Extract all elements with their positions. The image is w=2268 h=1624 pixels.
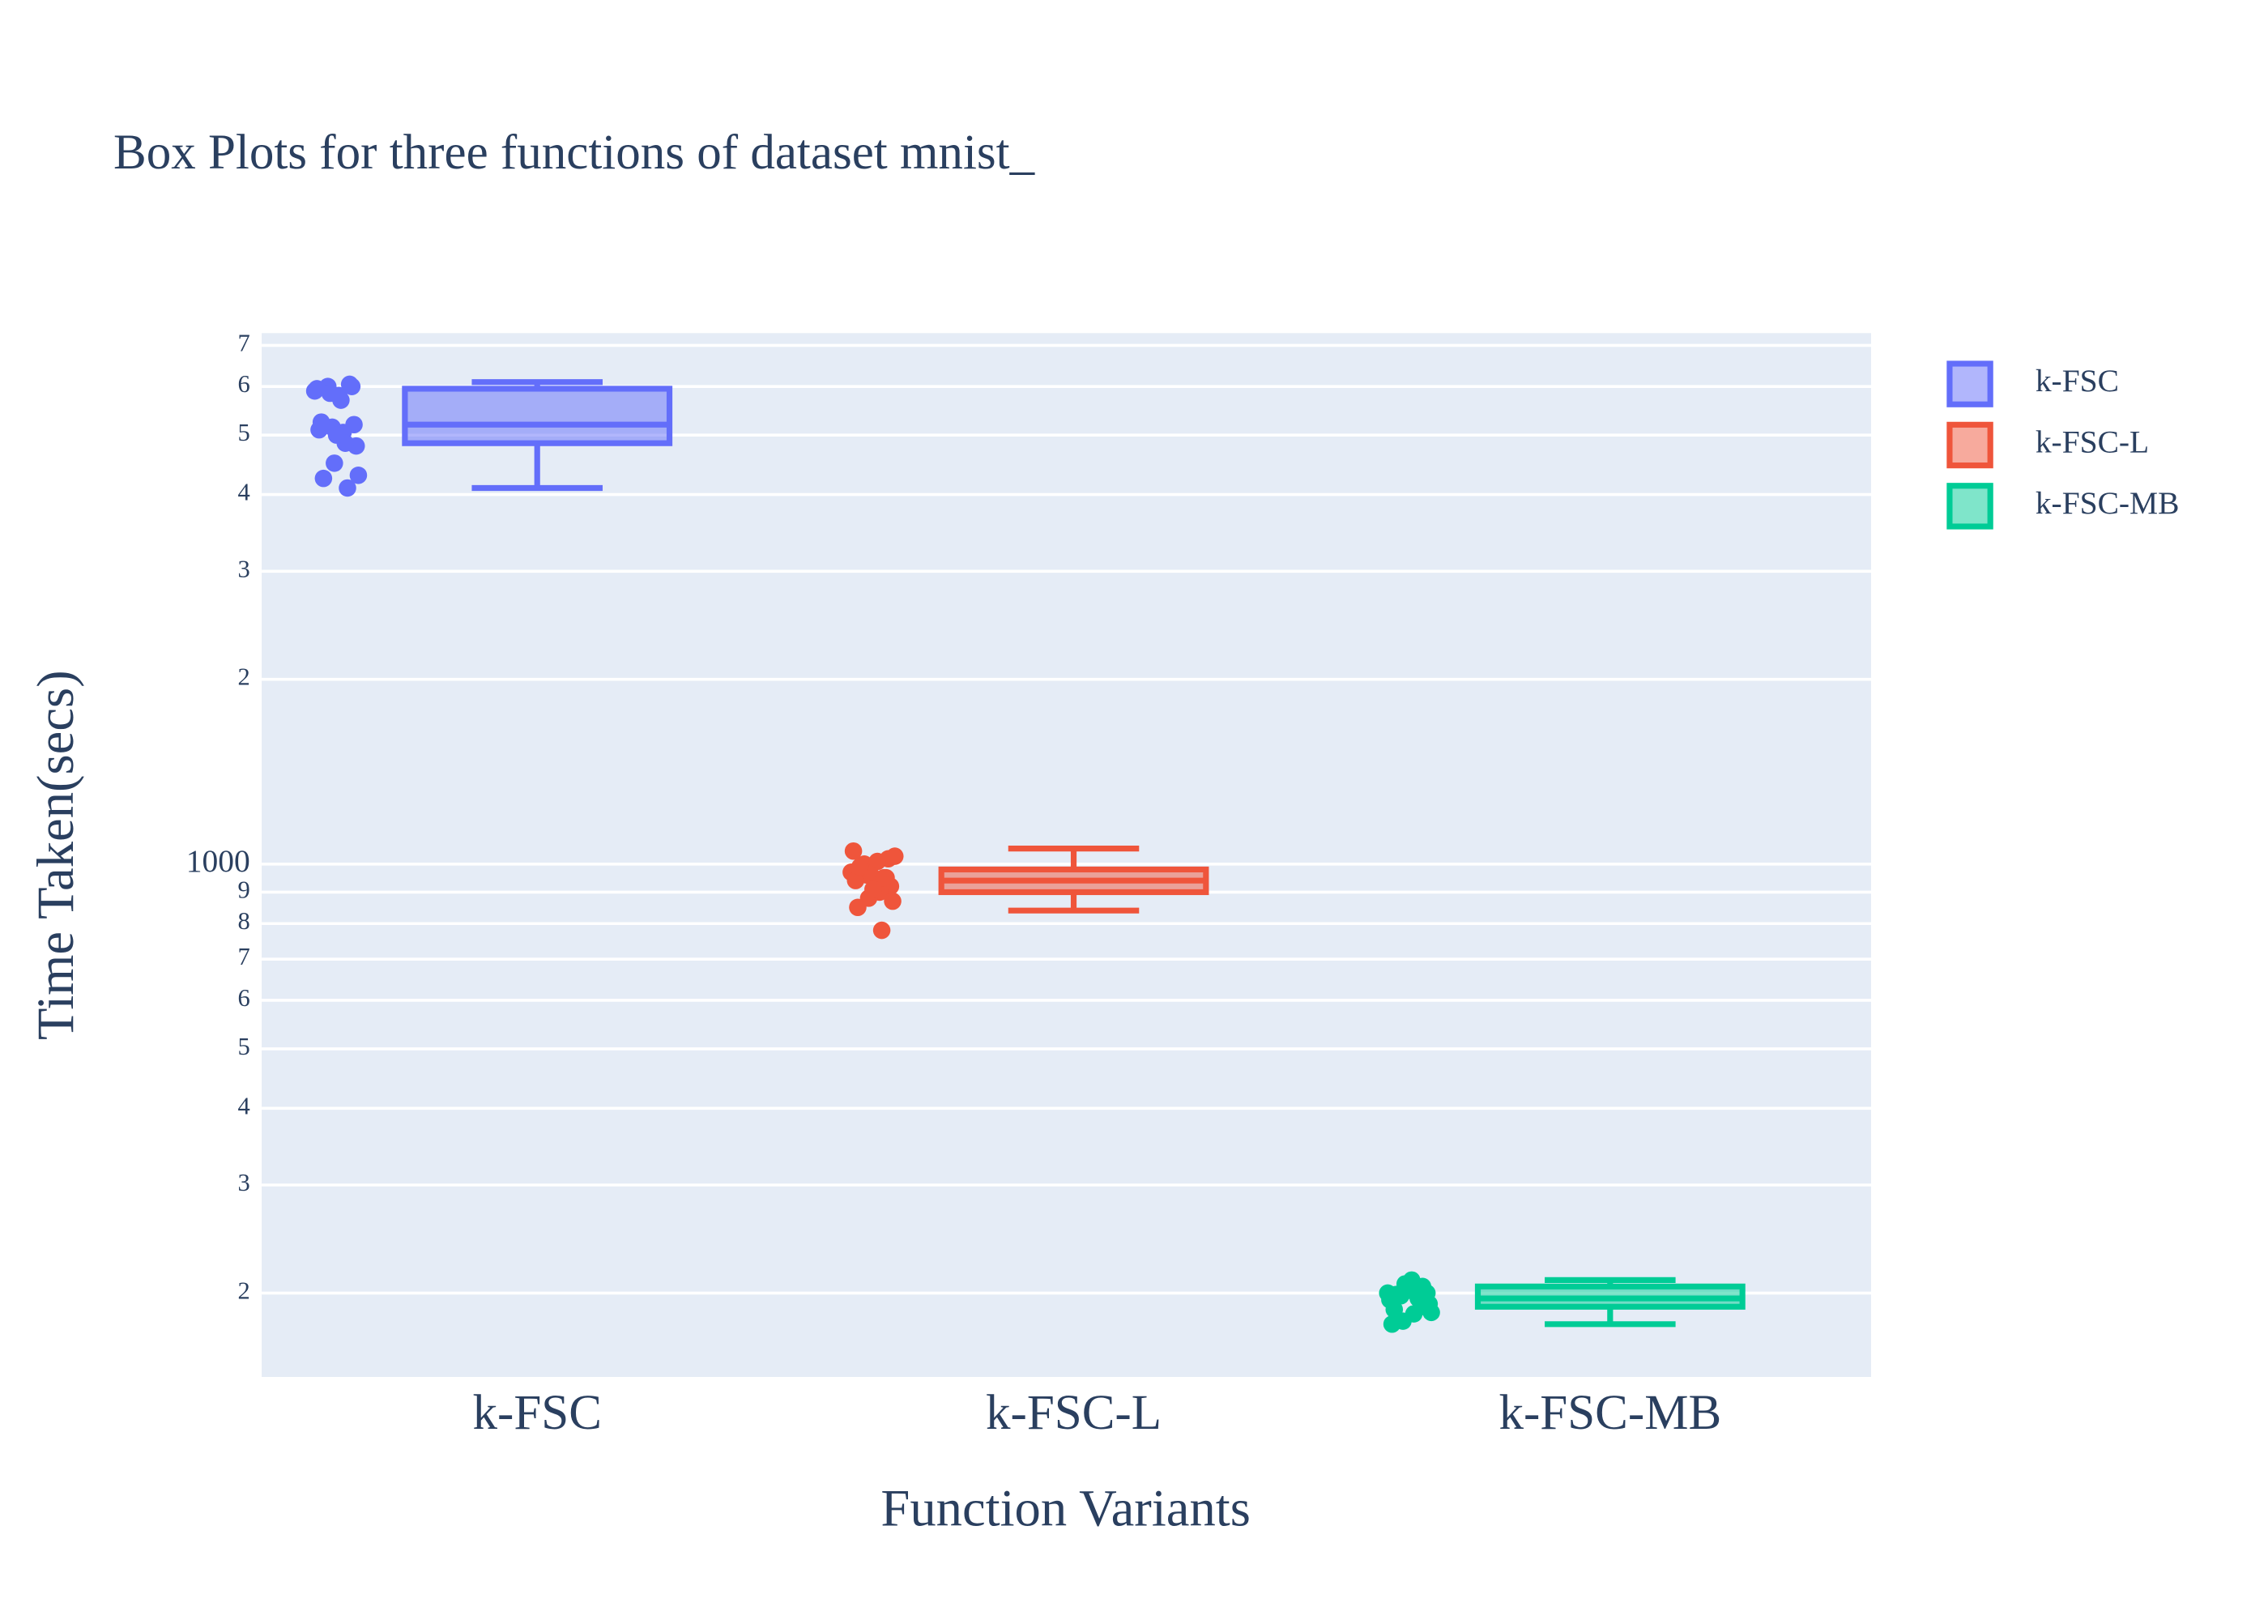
point [872, 921, 891, 940]
point [1383, 1315, 1401, 1333]
y-tick-label: 7 [237, 329, 249, 356]
point [885, 847, 904, 865]
point [844, 842, 863, 860]
legend-label: k-FSC-L [2036, 424, 2149, 460]
y-tick-label: 3 [237, 555, 249, 582]
point [1411, 1292, 1430, 1311]
y-tick-label: 9 [237, 876, 249, 903]
point [849, 898, 867, 917]
x-tick-label: k-FSC-MB [1498, 1386, 1721, 1440]
legend-label: k-FSC [2036, 363, 2119, 399]
y-axis-title: Time Taken(secs) [26, 670, 85, 1040]
legend-label: k-FSC-MB [2036, 485, 2180, 521]
point [1400, 1279, 1418, 1297]
point [349, 467, 368, 484]
y-tick-label: 3 [237, 1169, 249, 1196]
y-tick-label: 4 [237, 1092, 249, 1119]
y-tick-label: 2 [237, 663, 249, 691]
point [864, 880, 882, 898]
y-tick-label: 1000 [186, 843, 250, 879]
y-tick-label: 5 [237, 1033, 249, 1060]
point [326, 454, 343, 472]
point [875, 868, 893, 887]
legend-swatch [1946, 421, 1993, 469]
point [339, 479, 356, 497]
plot-area [262, 333, 1872, 1378]
point [308, 380, 326, 398]
point [868, 852, 886, 871]
y-tick-label: 2 [237, 1277, 249, 1304]
x-axis-title: Function Variants [880, 1479, 1250, 1537]
legend-swatch [1946, 483, 1993, 530]
y-tick-label: 4 [237, 479, 249, 506]
y-tick-label: 6 [237, 370, 249, 398]
y-tick-label: 7 [237, 943, 249, 970]
point [850, 858, 869, 876]
point [884, 892, 902, 910]
point [312, 413, 330, 431]
y-tick-label: 8 [237, 907, 249, 935]
x-tick-label: k-FSC [473, 1386, 602, 1440]
point [1422, 1303, 1440, 1322]
point [1385, 1301, 1404, 1319]
chart-title: Box Plots for three functions of dataset… [113, 126, 1035, 180]
box [402, 386, 673, 446]
point [314, 469, 333, 488]
legend-swatch [1946, 360, 1993, 407]
point [846, 872, 865, 889]
point [327, 426, 346, 444]
point [1388, 1285, 1405, 1303]
y-tick-label: 5 [237, 419, 249, 446]
point [321, 384, 339, 403]
x-tick-label: k-FSC-L [986, 1386, 1162, 1440]
y-tick-label: 6 [237, 984, 249, 1012]
point [343, 377, 361, 395]
